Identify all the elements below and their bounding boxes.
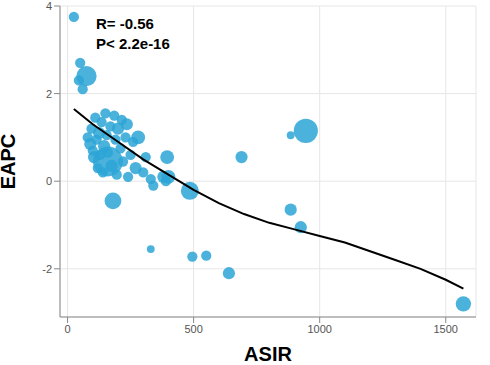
svg-text:1000: 1000: [307, 323, 331, 335]
svg-text:1500: 1500: [434, 323, 458, 335]
svg-text:ASIR: ASIR: [244, 343, 292, 365]
svg-text:4: 4: [46, 0, 52, 12]
svg-text:500: 500: [184, 323, 202, 335]
svg-text:-2: -2: [42, 263, 52, 275]
svg-text:0: 0: [65, 323, 71, 335]
svg-text:EAPC: EAPC: [8, 134, 19, 190]
svg-text:0: 0: [46, 175, 52, 187]
html-text:P< 2.2e-16: P< 2.2e-16: [96, 35, 170, 52]
html-text:R= -0.56: R= -0.56: [96, 15, 154, 32]
svg-text:2: 2: [46, 88, 52, 100]
